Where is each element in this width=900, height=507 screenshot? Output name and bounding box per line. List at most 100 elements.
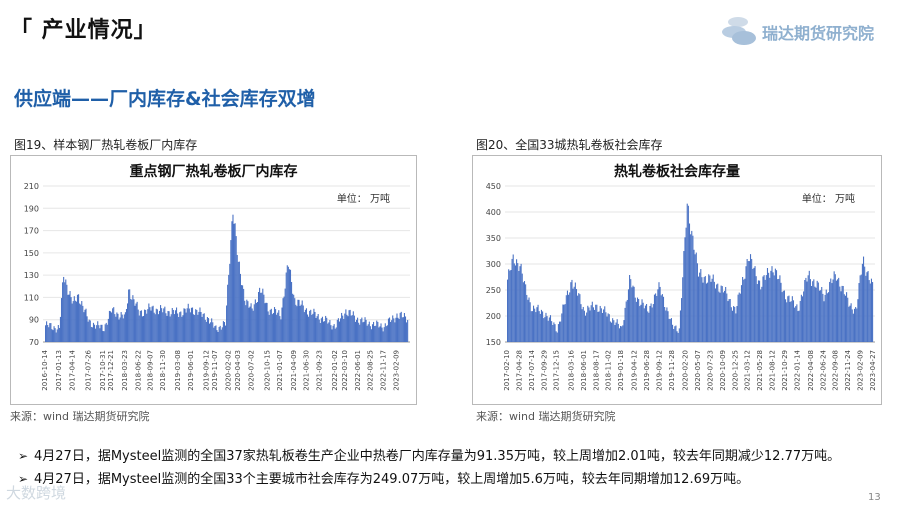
inventory-bar: [239, 273, 241, 342]
inventory-bar: [100, 324, 102, 342]
inventory-bar: [566, 290, 568, 342]
inventory-bar: [755, 276, 757, 342]
inventory-bar: [129, 289, 131, 342]
inventory-bar: [737, 294, 739, 342]
inventory-bar: [154, 314, 156, 342]
inventory-bar: [68, 294, 70, 342]
inventory-bar: [527, 299, 529, 342]
inventory-bar: [694, 254, 696, 342]
inventory-bar: [534, 308, 536, 342]
inventory-bar: [271, 314, 273, 342]
inventory-bar: [701, 277, 703, 342]
inventory-bar: [115, 316, 117, 342]
inventory-bar: [58, 327, 60, 342]
inventory-bar: [672, 324, 674, 342]
inventory-bar: [120, 312, 122, 342]
inventory-bar: [708, 274, 710, 342]
inventory-bar: [717, 283, 719, 342]
inventory-bar: [742, 277, 744, 342]
inventory-bar: [106, 324, 108, 342]
inventory-bar: [531, 311, 533, 342]
figure-source: 来源：wind 瑞达期货研究院: [10, 410, 150, 423]
inventory-bar: [235, 236, 237, 342]
inventory-bar: [681, 298, 683, 342]
inventory-bar: [344, 313, 346, 342]
inventory-bar: [577, 295, 579, 342]
inventory-bar: [631, 287, 633, 342]
inventory-bar: [54, 328, 56, 342]
inventory-bar: [605, 312, 607, 342]
inventory-bar: [549, 315, 552, 342]
inventory-bar: [140, 310, 142, 342]
inventory-bar: [163, 308, 165, 342]
inventory-bar: [322, 321, 325, 342]
inventory-bar: [858, 283, 860, 342]
inventory-bar: [314, 311, 316, 342]
inventory-bar: [704, 276, 706, 342]
inventory-bar: [643, 308, 645, 342]
chart-title: 热轧卷板社会库存量: [614, 163, 740, 180]
inventory-bar: [47, 325, 49, 342]
inventory-bar: [359, 324, 361, 342]
inventory-bar: [282, 298, 284, 342]
inventory-bar: [215, 325, 217, 342]
inventory-bar: [824, 294, 826, 342]
inventory-bar: [695, 252, 697, 342]
inventory-bar: [542, 311, 544, 342]
inventory-bar: [403, 313, 405, 342]
inventory-bar: [764, 279, 766, 342]
inventory-bar: [368, 321, 370, 342]
inventory-bar: [539, 313, 541, 342]
inventory-bar: [190, 307, 192, 342]
inventory-bar: [348, 310, 350, 342]
x-tick-label: 2022-08-25: [367, 350, 375, 391]
inventory-bar: [610, 322, 613, 342]
inventory-bar: [735, 313, 737, 342]
inventory-bar: [319, 322, 321, 342]
inventory-bar: [365, 319, 367, 342]
inventory-bar: [601, 313, 604, 342]
inventory-bar: [705, 283, 707, 342]
inventory-bar: [817, 282, 819, 342]
inventory-bar: [236, 254, 238, 342]
inventory-bar: [584, 315, 587, 342]
inventory-bar: [657, 289, 659, 342]
inventory-bar: [697, 276, 700, 342]
inventory-bar: [301, 300, 303, 342]
inventory-bar: [536, 307, 538, 342]
inventory-bar: [157, 314, 159, 342]
inventory-bar: [563, 304, 565, 342]
inventory-bar: [102, 331, 104, 342]
inventory-bar: [275, 309, 277, 342]
inventory-bar: [151, 306, 153, 342]
inventory-bar: [823, 301, 825, 342]
inventory-bar: [354, 321, 356, 342]
inventory-bar: [517, 263, 519, 342]
inventory-bar: [261, 292, 263, 342]
inventory-bar: [74, 300, 76, 342]
inventory-bar: [558, 321, 561, 342]
x-tick-label: 2019-06-28: [643, 350, 651, 391]
inventory-bar: [713, 281, 715, 342]
x-tick-label: 2020-07-02: [247, 350, 255, 391]
inventory-bar: [173, 314, 175, 342]
inventory-bar: [805, 277, 807, 342]
inventory-bar: [853, 308, 856, 342]
inventory-bar: [518, 270, 520, 342]
inventory-bar: [51, 329, 53, 342]
inventory-bar: [629, 275, 631, 342]
inventory-bar: [311, 314, 313, 342]
inventory-bar: [92, 322, 95, 342]
inventory-bar: [547, 320, 549, 342]
bullet-text: 4月27日，据Mysteel监测的全国37家热轧板卷生产企业中热卷厂内库存量为9…: [34, 449, 841, 464]
inventory-bar: [250, 303, 252, 342]
inventory-bar: [638, 299, 640, 342]
inventory-bar: [168, 311, 170, 342]
inventory-bar: [321, 316, 323, 342]
inventory-bar: [675, 325, 677, 342]
inventory-bar: [292, 293, 294, 342]
inventory-bar: [815, 287, 817, 342]
inventory-bar: [543, 318, 545, 342]
inventory-bar: [811, 286, 813, 342]
y-tick-label: 150: [24, 249, 39, 258]
